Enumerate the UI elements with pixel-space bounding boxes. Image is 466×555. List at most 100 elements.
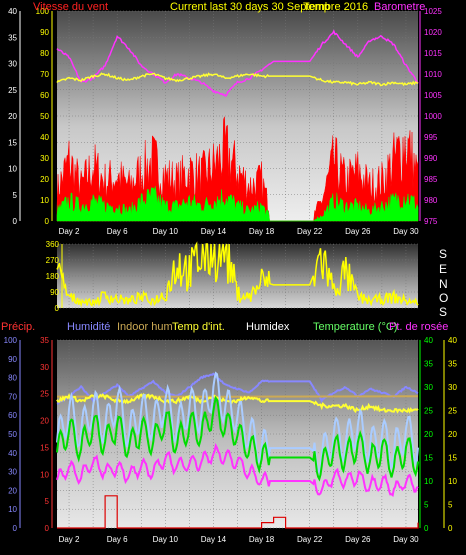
right-axis-2-tick: 15	[448, 454, 457, 463]
left-axis-2-tick: 5	[45, 497, 50, 506]
left-axis-2-tick: 0	[45, 217, 50, 226]
wind-direction-series	[56, 241, 419, 308]
x-tick-label: Day 22	[297, 227, 323, 236]
left-axis-2-tick: 90	[40, 28, 49, 37]
x-tick-label: Day 26	[345, 535, 371, 544]
left-axis-tick: 5	[13, 191, 18, 200]
direction-letter-o: O	[439, 291, 449, 305]
left-axis-2-tick: 30	[40, 363, 49, 372]
right-axis-tick: 20	[424, 430, 433, 439]
left-axis-tick: 40	[8, 7, 17, 16]
left-axis-tick: 90	[8, 355, 17, 364]
right-axis-tick: 990	[424, 154, 438, 163]
left-axis-tick: 0	[13, 217, 18, 226]
right-axis-tick: 25	[424, 407, 433, 416]
left-axis-2-tick: 40	[40, 133, 49, 142]
left-axis-2-tick: 70	[40, 70, 49, 79]
left-axis-2-tick: 10	[40, 196, 49, 205]
right-axis-tick: 0	[424, 524, 429, 533]
x-tick-label: Day 14	[201, 535, 227, 544]
left-axis-tick: 40	[8, 449, 17, 458]
x-tick-label: Day 6	[107, 535, 128, 544]
x-tick-label: Day 18	[249, 535, 275, 544]
x-tick-label: Day 26	[345, 227, 371, 236]
right-axis-2-tick: 40	[448, 336, 457, 345]
right-axis-2-tick: 5	[448, 501, 453, 510]
right-axis-2-tick: 20	[448, 430, 457, 439]
right-axis-tick: 975	[424, 217, 438, 226]
temperature-series	[56, 395, 419, 482]
temp-title: Temp	[303, 1, 330, 13]
legend-precip: Précip.	[1, 321, 36, 333]
x-tick-label: Day 6	[107, 227, 128, 236]
right-axis-tick: 15	[424, 454, 433, 463]
right-axis-2-tick: 30	[448, 383, 457, 392]
x-tick-label: Day 2	[59, 227, 80, 236]
right-axis-tick: 1005	[424, 91, 442, 100]
right-axis-tick: 30	[424, 383, 433, 392]
right-axis-2-tick: 35	[448, 360, 457, 369]
left-axis-tick: 270	[46, 256, 60, 265]
right-axis-tick: 1025	[424, 7, 442, 16]
x-tick-label: Day 22	[297, 535, 323, 544]
legend-temperature: Temperature (°C)	[313, 321, 398, 333]
left-axis-2-tick: 35	[40, 336, 49, 345]
legend-indoor-hum: Indoor hum	[117, 321, 173, 333]
left-axis-2-tick: 30	[40, 154, 49, 163]
direction-letter-s-top: S	[439, 247, 448, 261]
left-axis-tick: 20	[8, 486, 17, 495]
x-tick-label: Day 14	[201, 227, 227, 236]
legend-humidity: Humidité	[67, 321, 111, 333]
barometer-series	[56, 29, 419, 98]
wind-avg-series	[56, 186, 419, 222]
left-axis-tick: 10	[8, 165, 17, 174]
left-axis-2-tick: 10	[40, 470, 49, 479]
right-axis-tick: 10	[424, 477, 433, 486]
legend-dewpoint: Pt. de rosée	[389, 321, 449, 333]
left-axis-tick: 70	[8, 392, 17, 401]
legend-humidex: Humidex	[246, 321, 290, 333]
right-axis-2-tick: 25	[448, 407, 457, 416]
right-axis-tick: 985	[424, 175, 438, 184]
direction-letter-s-bottom: S	[439, 305, 448, 319]
left-axis-tick: 80	[8, 374, 17, 383]
humidex-series	[56, 371, 419, 476]
period-title: Current last 30 days 30 Septembre 2016	[170, 1, 369, 13]
right-axis-tick: 40	[424, 336, 433, 345]
left-axis-2-tick: 50	[40, 112, 49, 121]
right-axis-tick: 1010	[424, 70, 442, 79]
left-axis-tick: 100	[4, 336, 18, 345]
wind-title: Vitesse du vent	[33, 1, 109, 13]
left-axis-tick: 20	[8, 112, 17, 121]
right-axis-tick: 1020	[424, 28, 442, 37]
left-axis-2-tick: 15	[40, 443, 49, 452]
left-axis-tick: 90	[50, 288, 59, 297]
temperature-series	[56, 72, 419, 87]
precip-series	[57, 495, 419, 529]
right-axis-tick: 1015	[424, 49, 442, 58]
left-axis-tick: 50	[8, 430, 17, 439]
barometer-title: Barometre	[374, 1, 426, 13]
left-axis-2-tick: 100	[36, 7, 50, 16]
left-axis-2-tick: 60	[40, 91, 49, 100]
right-axis-tick: 980	[424, 196, 438, 205]
legend-temp-int: Temp d'int.	[172, 321, 225, 333]
right-axis-tick: 5	[424, 501, 429, 510]
x-tick-label: Day 18	[249, 227, 275, 236]
left-axis-tick: 15	[8, 138, 17, 147]
x-tick-label: Day 10	[153, 535, 179, 544]
left-axis-2-tick: 25	[40, 390, 49, 399]
x-tick-label: Day 30	[393, 227, 419, 236]
left-axis-tick: 30	[8, 468, 17, 477]
right-axis-tick: 995	[424, 133, 438, 142]
left-axis-tick: 25	[8, 86, 17, 95]
right-axis-tick: 35	[424, 360, 433, 369]
right-axis-tick: 1000	[424, 112, 442, 121]
x-tick-label: Day 10	[153, 227, 179, 236]
left-axis-tick: 10	[8, 505, 17, 514]
x-tick-label: Day 2	[59, 535, 80, 544]
dewpoint-series	[56, 442, 419, 498]
left-axis-2-tick: 20	[40, 417, 49, 426]
direction-letter-n: N	[439, 277, 448, 291]
